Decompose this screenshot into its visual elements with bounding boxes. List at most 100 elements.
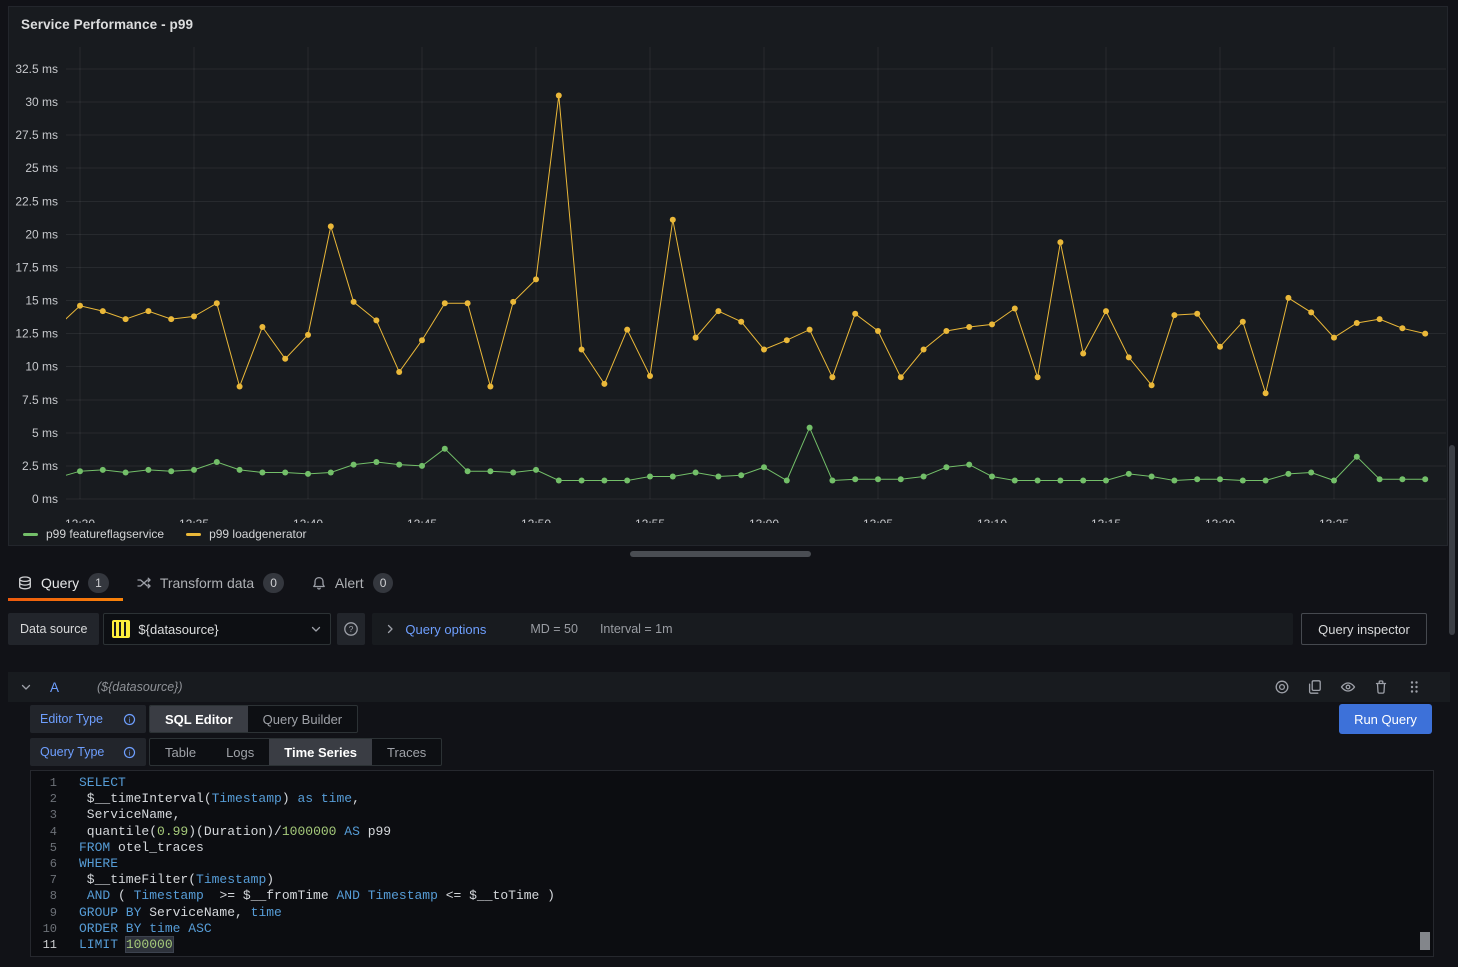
legend-swatch bbox=[186, 532, 202, 536]
svg-text:12:30: 12:30 bbox=[65, 517, 95, 523]
chevron-down-icon bbox=[310, 623, 322, 635]
copy-icon[interactable] bbox=[1303, 675, 1327, 699]
line-number: 5 bbox=[49, 840, 57, 855]
code-text: LIMIT 100000 bbox=[79, 937, 173, 953]
editor-type-label: Editor Type i bbox=[30, 705, 146, 733]
code-text: $__timeInterval(Timestamp) as time, bbox=[79, 791, 360, 807]
sql-line-9: 9 GROUP BY ServiceName, time bbox=[31, 905, 1433, 921]
svg-text:32.5 ms: 32.5 ms bbox=[15, 62, 58, 76]
line-number: 9 bbox=[49, 905, 57, 920]
svg-text:15 ms: 15 ms bbox=[25, 294, 58, 308]
run-query-button[interactable]: Run Query bbox=[1339, 704, 1432, 734]
svg-text:13:00: 13:00 bbox=[749, 517, 779, 523]
help-circle-icon: ? bbox=[344, 622, 359, 636]
transform-icon bbox=[137, 576, 151, 590]
help-circle-button[interactable]: ? bbox=[337, 613, 366, 645]
svg-text:0 ms: 0 ms bbox=[32, 492, 58, 506]
legend-swatch bbox=[23, 532, 38, 536]
tab-alert[interactable]: Alert 0 bbox=[298, 566, 407, 599]
tab-query-label: Query bbox=[41, 574, 80, 591]
datasource-select[interactable]: ${datasource} bbox=[103, 613, 332, 645]
editor-tabs: Query 1 Transform data 0 Alert 0 bbox=[8, 566, 407, 601]
datasource-bar: Data source ${datasource} ? Query option… bbox=[8, 613, 1427, 645]
legend-item[interactable]: p99 featureflagservice bbox=[23, 527, 164, 541]
svg-text:10 ms: 10 ms bbox=[25, 360, 58, 374]
svg-text:i: i bbox=[129, 715, 131, 724]
timeseries-chart[interactable]: 0 ms 2.5 ms 5 ms 7.5 ms 10 ms 12.5 ms 15 ms 17.… bbox=[9, 7, 1449, 523]
query-type-option-time-series[interactable]: Time Series bbox=[269, 739, 373, 765]
info-circle-icon[interactable]: i bbox=[123, 713, 136, 726]
query-inspector-button[interactable]: Query inspector bbox=[1301, 613, 1427, 645]
svg-text:12:55: 12:55 bbox=[635, 517, 665, 523]
svg-text:13:25: 13:25 bbox=[1319, 517, 1349, 523]
sql-code-editor[interactable]: 1 SELECT 2 $__timeInterval(Timestamp) as t… bbox=[30, 770, 1434, 957]
svg-text:5 ms: 5 ms bbox=[32, 426, 58, 440]
horizontal-scrollbar-thumb[interactable] bbox=[630, 551, 811, 557]
editor-scrollbar-thumb[interactable] bbox=[1420, 932, 1430, 950]
svg-text:13:10: 13:10 bbox=[977, 517, 1007, 523]
tab-query[interactable]: Query 1 bbox=[8, 566, 123, 601]
sql-line-5: 5 FROM otel_traces bbox=[31, 840, 1433, 856]
editor-type-option-query-builder[interactable]: Query Builder bbox=[262, 711, 343, 727]
sql-line-7: 7 $__timeFilter(Timestamp) bbox=[31, 872, 1433, 888]
svg-text:30 ms: 30 ms bbox=[25, 95, 58, 109]
editor-type-option-sql-editor[interactable]: SQL Editor bbox=[150, 706, 248, 732]
svg-text:12:50: 12:50 bbox=[521, 517, 551, 523]
chevron-down-icon[interactable] bbox=[20, 681, 32, 693]
svg-text:12:40: 12:40 bbox=[293, 517, 323, 523]
code-text: WHERE bbox=[79, 856, 119, 872]
line-number: 6 bbox=[49, 857, 57, 872]
code-text: ORDER BY time ASC bbox=[79, 920, 212, 936]
drag-handle-icon[interactable] bbox=[1402, 675, 1426, 699]
code-text: $__timeFilter(Timestamp) bbox=[79, 872, 275, 888]
line-number: 3 bbox=[49, 808, 57, 823]
line-number: 10 bbox=[42, 921, 57, 936]
svg-text:20 ms: 20 ms bbox=[25, 227, 58, 241]
code-text: AND ( Timestamp >= $__fromTime AND Times… bbox=[86, 888, 555, 904]
sql-line-2: 2 $__timeInterval(Timestamp) as time, bbox=[31, 791, 1433, 807]
query-type-option-traces[interactable]: Traces bbox=[387, 744, 427, 760]
clickhouse-logo-icon bbox=[112, 620, 131, 638]
eye-icon[interactable] bbox=[1336, 675, 1360, 699]
svg-text:12:45: 12:45 bbox=[407, 517, 437, 523]
sql-line-10: 10 ORDER BY time ASC bbox=[31, 921, 1433, 937]
query-type-option-table[interactable]: Table bbox=[165, 744, 197, 760]
chart-legend: p99 featureflagservice p99 loadgenerator bbox=[23, 525, 307, 543]
svg-text:27.5 ms: 27.5 ms bbox=[15, 128, 58, 142]
legend-item[interactable]: p99 loadgenerator bbox=[186, 527, 307, 541]
query-options-toggle[interactable]: Query options MD = 50 Interval = 1m bbox=[372, 613, 1293, 645]
sql-line-1: 1 SELECT bbox=[31, 775, 1433, 791]
interval-value: Interval = 1m bbox=[599, 622, 673, 636]
sql-line-3: 3 ServiceName, bbox=[31, 807, 1433, 823]
query-type-label-text: Query Type bbox=[40, 745, 105, 759]
svg-text:?: ? bbox=[349, 624, 354, 634]
line-number: 1 bbox=[49, 776, 57, 790]
svg-text:12.5 ms: 12.5 ms bbox=[15, 327, 58, 341]
sql-line-11: 11 LIMIT 100000 bbox=[31, 937, 1433, 953]
trash-icon[interactable] bbox=[1369, 675, 1393, 699]
chevron-right-icon bbox=[384, 623, 396, 635]
line-number: 4 bbox=[49, 824, 57, 839]
vertical-scrollbar-thumb[interactable] bbox=[1449, 445, 1455, 635]
svg-text:13:15: 13:15 bbox=[1091, 517, 1121, 523]
svg-text:i: i bbox=[129, 748, 131, 757]
line-number: 2 bbox=[49, 792, 57, 807]
query-datasource-hint: (${datasource}) bbox=[97, 680, 183, 694]
svg-text:13:05: 13:05 bbox=[863, 517, 893, 523]
record-icon[interactable] bbox=[1270, 675, 1294, 699]
query-row-header[interactable]: A (${datasource}) bbox=[8, 672, 1450, 702]
info-circle-icon[interactable]: i bbox=[123, 746, 136, 759]
svg-text:25 ms: 25 ms bbox=[25, 161, 58, 175]
editor-type-label-text: Editor Type bbox=[40, 712, 104, 726]
legend-label: p99 loadgenerator bbox=[209, 527, 307, 541]
query-type-option-logs[interactable]: Logs bbox=[226, 744, 255, 760]
tab-transform-data[interactable]: Transform data 0 bbox=[123, 566, 298, 599]
svg-text:12:35: 12:35 bbox=[179, 517, 209, 523]
line-number: 8 bbox=[49, 889, 57, 904]
line-number: 7 bbox=[49, 873, 57, 888]
svg-text:13:20: 13:20 bbox=[1205, 517, 1235, 523]
tab-query-count-badge: 1 bbox=[88, 572, 109, 593]
timeseries-panel: 0 ms 2.5 ms 5 ms 7.5 ms 10 ms 12.5 ms 15 ms 17.… bbox=[8, 6, 1448, 546]
legend-label: p99 featureflagservice bbox=[46, 527, 165, 541]
panel-title[interactable]: Service Performance - p99 bbox=[21, 17, 194, 32]
